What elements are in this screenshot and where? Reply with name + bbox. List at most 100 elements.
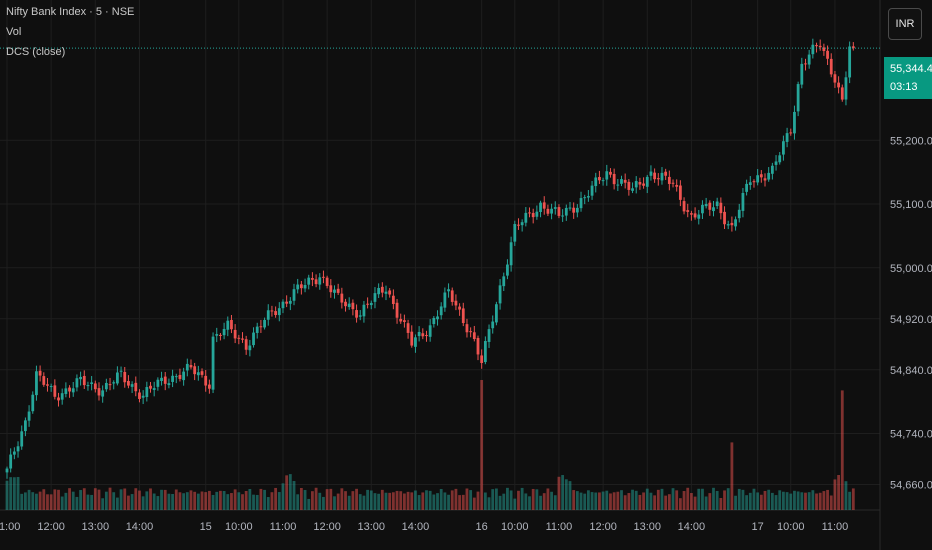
volume-bar [517, 490, 520, 510]
candle-body [16, 446, 20, 452]
candle-body [682, 201, 686, 212]
volume-bar [174, 489, 178, 510]
candle-body [31, 394, 35, 412]
volume-bar [572, 490, 576, 510]
volume-bar [579, 492, 583, 510]
volume-bar [204, 492, 208, 510]
volume-bar [274, 487, 278, 510]
candle-body [134, 382, 138, 392]
candle-body [248, 345, 252, 351]
volume-bar [42, 489, 46, 510]
volume-bar [594, 492, 598, 510]
candle-body [502, 276, 506, 287]
volume-bar [785, 492, 789, 510]
volume-bar [252, 494, 255, 510]
volume-bar [215, 491, 219, 510]
candle-body [380, 286, 384, 293]
candle-body [509, 242, 513, 266]
x-tick-label: 10:00 [501, 521, 529, 533]
volume-bar [57, 489, 60, 510]
x-tick-label: 10:00 [225, 521, 253, 533]
volume-bar [138, 490, 141, 510]
volume-bar [79, 490, 82, 510]
x-tick-label: 17 [752, 521, 764, 533]
candle-body [528, 212, 531, 214]
candle-body [373, 293, 377, 302]
candle-body [476, 337, 480, 355]
volume-bar [49, 494, 53, 510]
x-tick-label: 12:00 [37, 521, 65, 533]
volume-bar [520, 487, 524, 510]
candle-body [542, 202, 546, 209]
x-tick-label: 14:00 [402, 521, 430, 533]
volume-bar [46, 494, 49, 510]
candle-body [167, 383, 171, 386]
volume-bar [211, 494, 215, 510]
x-tick-label: 16 [476, 521, 488, 533]
candle-body [612, 173, 616, 185]
volume-bar [620, 490, 623, 510]
volume-bar [542, 493, 546, 510]
volume-bar [185, 492, 189, 510]
volume-bar [450, 490, 454, 510]
volume-bar [64, 492, 68, 510]
volume-bar [373, 493, 377, 510]
volume-bar [90, 494, 94, 510]
symbol-legend[interactable]: Nifty Bank Index · 5 · NSE [6, 6, 135, 18]
volume-bar [675, 490, 679, 510]
candle-body [822, 47, 826, 52]
volume-bar [134, 488, 138, 510]
indicator-legend[interactable]: DCS (close) [6, 46, 66, 58]
volume-bar [333, 496, 336, 510]
volume-bar [531, 488, 535, 510]
candle-body [340, 293, 344, 303]
volume-bar [425, 490, 428, 510]
volume-bar [712, 487, 715, 510]
candle-body [178, 374, 182, 379]
candle-body [520, 222, 524, 226]
candle-body [281, 301, 285, 309]
volume-bar [502, 493, 506, 510]
volume-bar [660, 488, 664, 510]
candle-body [844, 77, 848, 100]
candle-body [410, 331, 414, 346]
volume-bar [734, 495, 737, 510]
candle-body [211, 336, 215, 390]
volume-bar [53, 489, 57, 510]
volume-bar [642, 492, 645, 510]
volume-legend[interactable]: Vol [6, 26, 22, 38]
volume-bar [97, 489, 101, 510]
y-tick-label: 55,100.00 [890, 199, 932, 211]
candle-body [193, 366, 197, 375]
candle-body [307, 277, 311, 285]
volume-bar [167, 493, 171, 510]
volume-bar [311, 491, 314, 510]
candle-body [42, 376, 46, 385]
candle-body [20, 431, 24, 447]
candle-body [506, 264, 509, 276]
volume-bar [469, 490, 473, 510]
candle-body [292, 289, 296, 301]
candle-body [623, 179, 627, 183]
candle-body [649, 171, 653, 176]
volume-bar [101, 498, 105, 510]
volume-bar [723, 490, 726, 510]
x-tick-label: 11:00 [0, 521, 20, 533]
volume-bar [539, 495, 542, 510]
candle-body [75, 378, 79, 388]
volume-bar [388, 492, 392, 510]
candle-body [774, 161, 778, 165]
candle-body [586, 196, 590, 198]
candle-body [93, 383, 97, 390]
volume-bar [535, 489, 539, 510]
candle-body [71, 388, 75, 393]
candle-body [454, 300, 458, 306]
volume-bar [796, 491, 800, 510]
currency-button[interactable]: INR [888, 8, 922, 40]
volume-bar [421, 492, 425, 510]
volume-bar [506, 487, 509, 510]
candle-body [35, 371, 38, 396]
volume-bar [329, 488, 333, 510]
volume-bar [314, 487, 318, 510]
